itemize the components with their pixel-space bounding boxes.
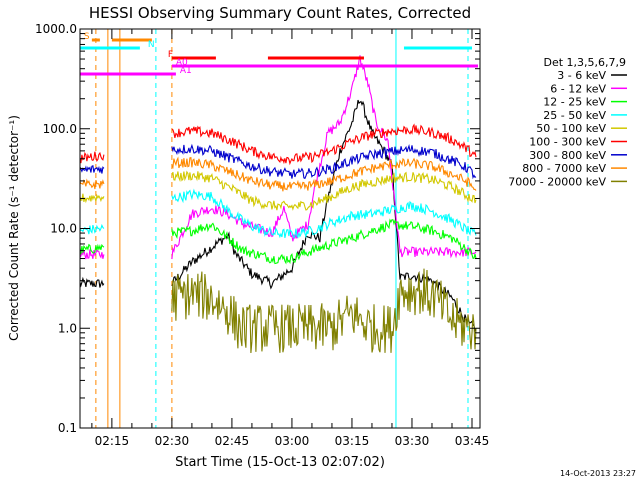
series-line bbox=[171, 170, 477, 211]
series-line bbox=[171, 143, 477, 180]
x-tick-label: 03:00 bbox=[275, 434, 310, 448]
flag-bar-label: A1 bbox=[180, 66, 192, 76]
flag-bar-label: N bbox=[148, 40, 155, 50]
x-tick-label: 02:15 bbox=[95, 434, 130, 448]
y-tick-label: 0.1 bbox=[58, 421, 77, 435]
x-tick-label: 03:15 bbox=[335, 434, 370, 448]
series-line bbox=[80, 193, 105, 204]
x-tick-label: 02:45 bbox=[215, 434, 250, 448]
flag-bar-label: S bbox=[84, 32, 90, 42]
y-tick-label: 10.0 bbox=[50, 222, 77, 236]
legend-entry-label: 6 - 12 keV bbox=[550, 82, 606, 95]
x-axis-label: Start Time (15-Oct-13 02:07:02) bbox=[175, 455, 385, 470]
legend-entry-label: 800 - 7000 keV bbox=[522, 162, 606, 175]
series-line bbox=[80, 164, 105, 174]
x-axis: 02:15 02:30 02:45 03:00 03:15 03:30 03:45 bbox=[91, 29, 490, 448]
series-line bbox=[171, 188, 477, 239]
legend-title: Det 1,3,5,6,7,9 bbox=[543, 56, 626, 69]
x-tick-label: 03:30 bbox=[395, 434, 430, 448]
series-line bbox=[171, 123, 477, 166]
flag-bar-label: A0 bbox=[176, 58, 188, 68]
series-line bbox=[171, 218, 477, 265]
legend-entry-label: 25 - 50 keV bbox=[543, 109, 606, 122]
x-tick-label: 02:30 bbox=[155, 434, 190, 448]
timestamp: 14-Oct-2013 23:27 bbox=[560, 469, 636, 478]
chart-title: HESSI Observing Summary Count Rates, Cor… bbox=[89, 4, 471, 22]
x-tick-label: 03:45 bbox=[455, 434, 490, 448]
y-axis-label: Corrected Count Rate (s⁻¹ detector⁻¹) bbox=[7, 115, 21, 341]
legend-entry-label: 50 - 100 keV bbox=[536, 122, 606, 135]
flag-bar-label: F bbox=[168, 50, 173, 60]
series-line bbox=[171, 268, 477, 354]
y-axis: 0.1 1.0 10.0 100.0 1000.0 bbox=[35, 22, 480, 435]
legend-entry-label: 7000 - 20000 keV bbox=[508, 175, 606, 188]
legend-entry-label: 12 - 25 keV bbox=[543, 96, 606, 109]
series-line bbox=[80, 243, 105, 255]
legend-entry-label: 300 - 800 keV bbox=[529, 149, 606, 162]
y-tick-label: 1000.0 bbox=[35, 22, 77, 36]
series-line bbox=[171, 156, 477, 192]
y-tick-label: 1.0 bbox=[58, 321, 77, 335]
legend-entry-label: 3 - 6 keV bbox=[557, 69, 606, 82]
series-line bbox=[80, 276, 105, 288]
legend-entry-label: 100 - 300 keV bbox=[529, 136, 606, 149]
y-tick-label: 100.0 bbox=[43, 122, 77, 136]
